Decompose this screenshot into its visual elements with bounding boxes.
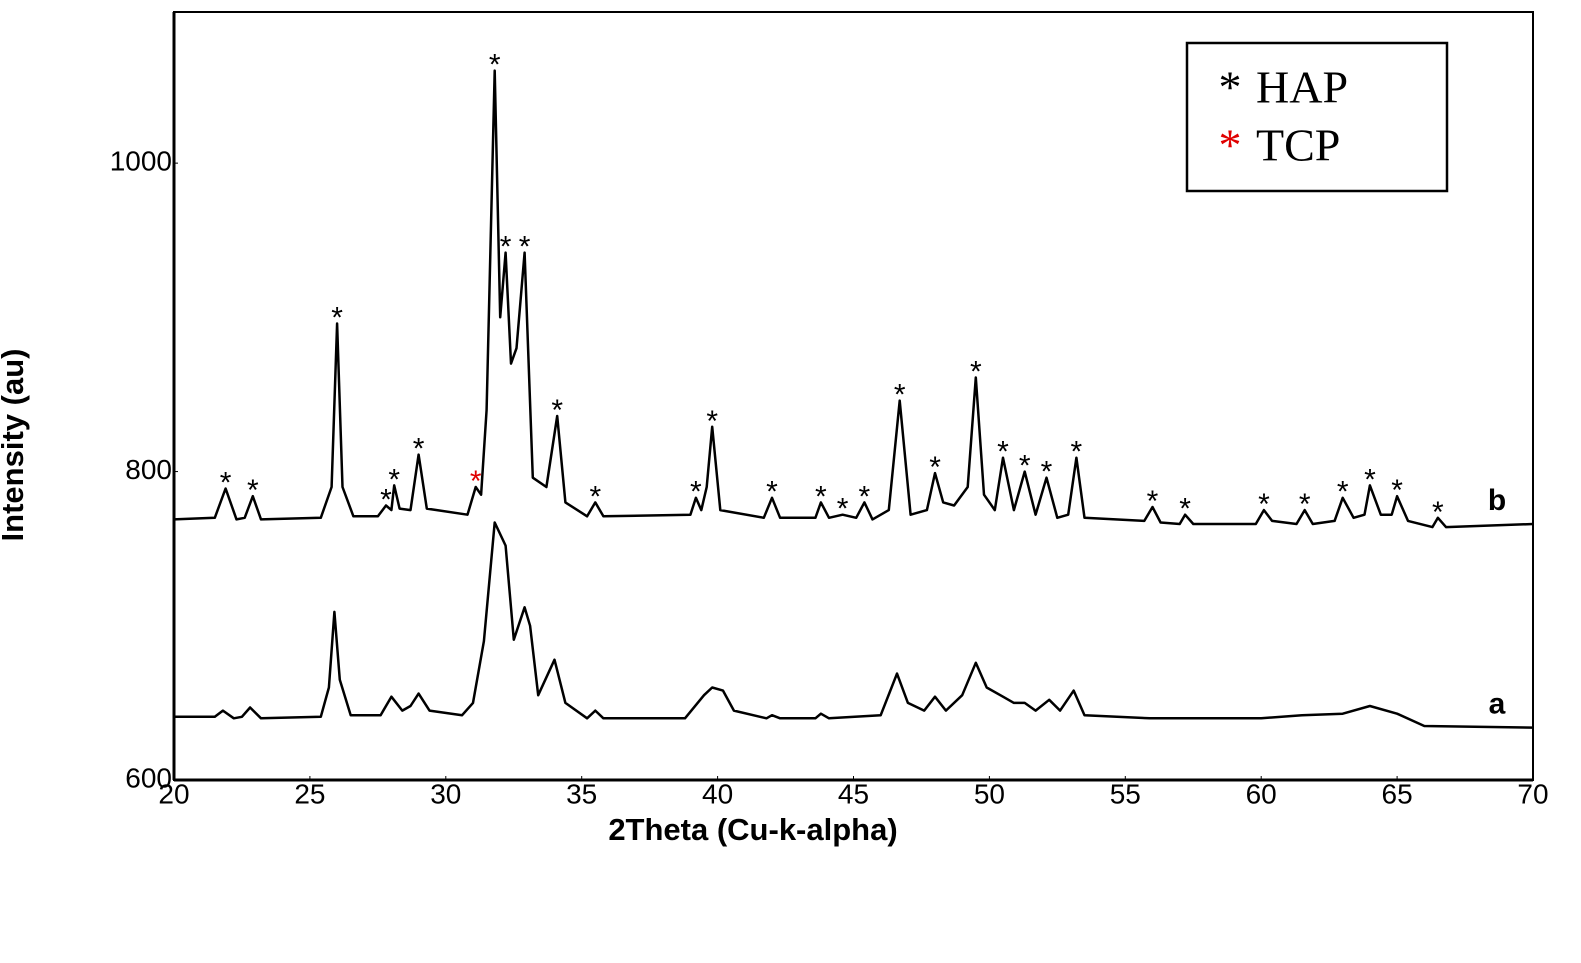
y-tick-label: 600 <box>125 762 172 793</box>
peak-marker: * <box>690 476 702 509</box>
y-tick-label: 800 <box>125 454 172 485</box>
peak-marker: * <box>1179 493 1191 526</box>
legend-symbol: * <box>1219 62 1242 113</box>
peak-marker: * <box>220 466 232 499</box>
peak-marker: * <box>1071 436 1083 469</box>
x-tick-label: 25 <box>294 778 325 809</box>
x-tick-label: 65 <box>1382 778 1413 809</box>
legend-label: HAP <box>1256 62 1348 113</box>
series-line <box>173 69 1534 529</box>
series-line <box>174 521 1534 729</box>
peak-marker: * <box>589 480 601 513</box>
peak-marker: * <box>1432 496 1444 529</box>
peak-marker: * <box>997 436 1009 469</box>
peak-marker: * <box>815 480 827 513</box>
peak-marker: * <box>519 231 531 264</box>
legend-box <box>1185 41 1449 193</box>
peak-marker: * <box>929 451 941 484</box>
x-tick-label: 20 <box>158 778 189 809</box>
peak-marker: * <box>380 483 392 516</box>
peak-marker: * <box>970 355 982 388</box>
x-axis-title: 2Theta (Cu-k-alpha) <box>608 812 897 847</box>
peak-marker: * <box>859 480 871 513</box>
peak-marker: * <box>894 379 906 412</box>
y-tick-label: 1000 <box>110 146 172 177</box>
x-tick-label: 70 <box>1517 778 1548 809</box>
peak-marker: * <box>1041 456 1053 489</box>
series-label: b <box>1488 484 1506 517</box>
x-tick-label: 60 <box>1246 778 1277 809</box>
peak-marker: * <box>1391 474 1403 507</box>
x-tick-label: 45 <box>838 778 869 809</box>
legend-symbol: * <box>1219 120 1242 171</box>
peak-marker: * <box>1019 449 1031 482</box>
peak-marker: * <box>500 231 512 264</box>
x-tick-label: 55 <box>1110 778 1141 809</box>
peak-marker: * <box>489 49 501 82</box>
peak-marker: * <box>1337 476 1349 509</box>
peak-marker: * <box>388 463 400 496</box>
peak-marker: * <box>1364 463 1376 496</box>
y-axis-title: Intensity (au) <box>0 349 30 542</box>
x-tick-label: 50 <box>974 778 1005 809</box>
legend-label: TCP <box>1256 120 1340 171</box>
peak-marker: * <box>247 474 259 507</box>
peak-marker: * <box>766 476 778 509</box>
peak-marker: * <box>413 433 425 466</box>
peak-marker: * <box>706 405 718 438</box>
peak-marker: * <box>1147 485 1159 518</box>
peak-marker: * <box>837 493 849 526</box>
peak-marker: * <box>1258 488 1270 521</box>
peak-marker: * <box>1299 488 1311 521</box>
peak-marker: * <box>551 394 563 427</box>
series-label: a <box>1489 687 1506 720</box>
peak-marker: * <box>331 301 343 334</box>
x-tick-label: 40 <box>702 778 733 809</box>
x-tick-label: 30 <box>430 778 461 809</box>
peak-marker: * <box>470 465 482 498</box>
x-tick-label: 35 <box>566 778 597 809</box>
